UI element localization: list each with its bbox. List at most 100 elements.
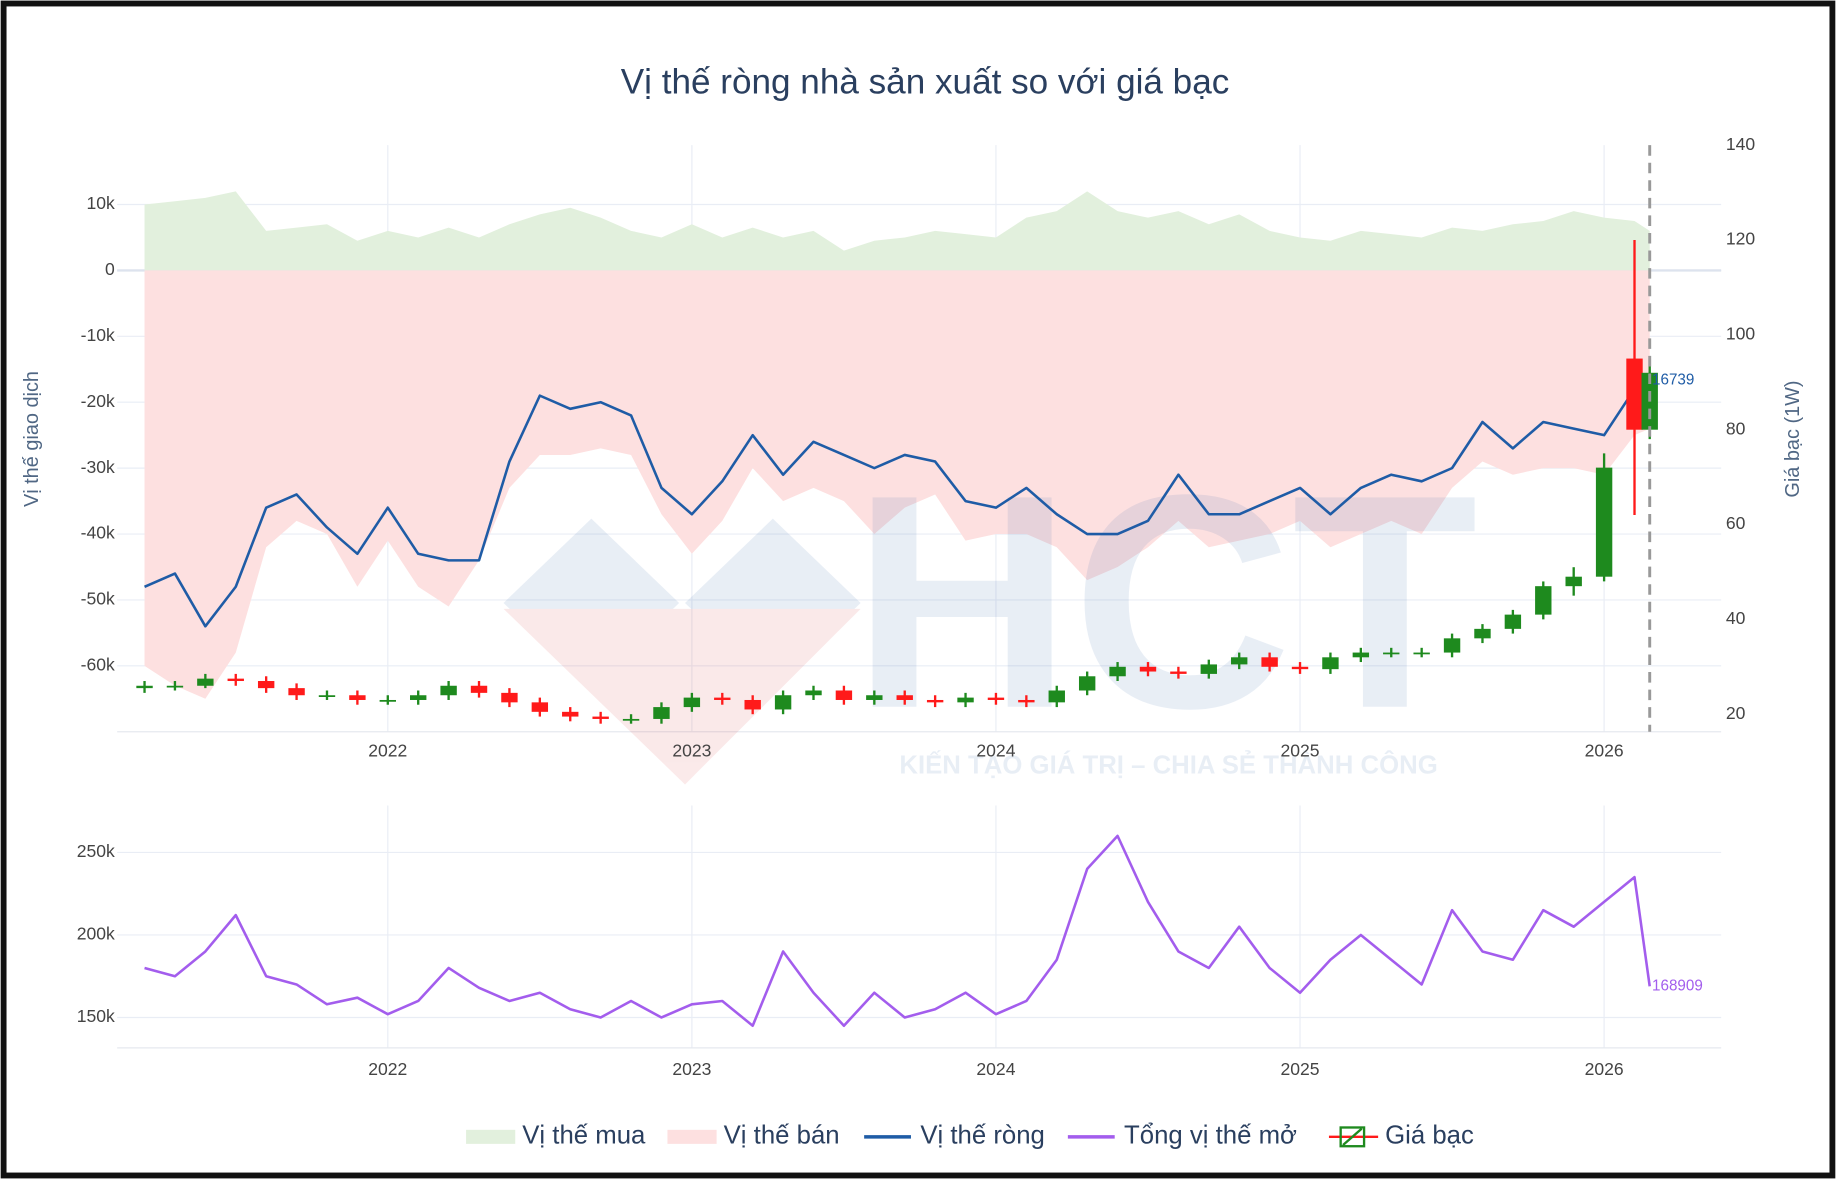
candle-body — [288, 688, 305, 696]
y-tick-label: -40k — [81, 523, 115, 543]
x-tick-label: 2023 — [672, 740, 711, 760]
y-tick-label: -50k — [81, 589, 115, 609]
candle-body — [349, 695, 366, 700]
candle-body — [1504, 614, 1522, 629]
x-tick-label: 2022 — [368, 1059, 407, 1079]
candle-body — [1443, 638, 1461, 653]
y2-tick-label: 120 — [1726, 229, 1756, 249]
layer-marks — [136, 240, 1658, 1028]
annotation: 16739 — [1652, 372, 1694, 389]
y2-tick-label: 140 — [1726, 134, 1756, 154]
candle-body — [774, 695, 792, 710]
line — [144, 379, 1651, 628]
legend-swatch — [1342, 1127, 1363, 1146]
annotation: 168909 — [1652, 977, 1703, 994]
layer-area — [144, 191, 1650, 699]
legend-swatch — [466, 1129, 516, 1144]
watermark: HCT KIẾN TẠO GIÁ TRỊ – CHIA SẺ THÀNH CÔN… — [503, 431, 1478, 785]
candle-body — [1383, 652, 1400, 655]
candle-body — [1626, 358, 1643, 430]
legend-label: Tổng vị thế mở — [1124, 1122, 1297, 1150]
candle-body — [1291, 666, 1309, 670]
legend-label: Giá bạc — [1385, 1122, 1474, 1150]
y-tick-label: 200k — [77, 924, 115, 944]
candle-body — [410, 695, 427, 700]
x-tick-label: 2022 — [368, 740, 407, 760]
candle-body — [835, 690, 853, 700]
y-tick-label: -60k — [81, 654, 115, 674]
y-axis-label: Vị thế giao dịch — [21, 371, 43, 507]
legend-swatch — [667, 1129, 717, 1144]
line — [144, 834, 1651, 1028]
candle-body — [1018, 699, 1035, 703]
candle-body — [866, 695, 883, 700]
x-tick-label: 2026 — [1585, 740, 1624, 760]
candle-body — [440, 685, 457, 696]
area — [144, 270, 1650, 699]
candle-body — [257, 681, 275, 689]
x-tick-label: 2026 — [1585, 1059, 1624, 1079]
candle-body — [318, 695, 336, 697]
candle-body — [1474, 628, 1491, 639]
candle-body — [470, 685, 488, 693]
logo-shape — [503, 518, 680, 688]
legend-label: Vị thế ròng — [920, 1122, 1045, 1150]
candle-body — [1170, 671, 1187, 674]
x-tick-label: 2025 — [1281, 740, 1320, 760]
y2-tick-label: 60 — [1726, 513, 1746, 533]
candle-body — [1200, 664, 1217, 674]
chart-title: Vị thế ròng nhà sản xuất so với giá bạc — [621, 63, 1230, 102]
candle-body — [896, 695, 913, 700]
legend-swatch — [1339, 1126, 1366, 1148]
candle-body — [683, 697, 701, 708]
candle-body — [197, 678, 214, 686]
logo-slogan: KIẾN TẠO GIÁ TRỊ – CHIA SẺ THÀNH CÔNG — [899, 750, 1437, 780]
candle-body — [1261, 657, 1278, 667]
candle-body — [166, 685, 184, 688]
x-tick-label: 2024 — [976, 1059, 1015, 1079]
y-tick-label: -10k — [81, 325, 115, 345]
candle-body — [1595, 467, 1613, 577]
candle-body — [1565, 576, 1582, 587]
candle-body — [714, 697, 731, 700]
x-tick-label: 2024 — [976, 740, 1015, 760]
logo-shape — [503, 608, 861, 785]
candle-body — [1413, 652, 1430, 655]
candle-body — [501, 692, 518, 703]
y-tick-label: -20k — [81, 391, 115, 411]
x-tick-label: 2023 — [672, 1059, 711, 1079]
candle-body — [1109, 666, 1126, 677]
candle-body — [379, 699, 396, 702]
logo-text: HCT — [852, 431, 1478, 772]
candle-body — [592, 716, 609, 719]
y-tick-label: 250k — [77, 841, 115, 861]
y-tick-label: 10k — [87, 193, 116, 213]
y-tick-label: 0 — [105, 259, 115, 279]
legend-label: Vị thế mua — [522, 1122, 646, 1150]
y-tick-label: 150k — [77, 1006, 115, 1026]
y2-tick-label: 80 — [1726, 418, 1746, 438]
x-tick-label: 2025 — [1281, 1059, 1320, 1079]
area — [144, 191, 1650, 271]
y2-tick-label: 100 — [1726, 323, 1756, 343]
legend-label: Vị thế bán — [724, 1122, 840, 1150]
candle-body — [744, 699, 761, 710]
candle-body — [531, 702, 549, 712]
y2-tick-label: 20 — [1726, 703, 1746, 723]
candle-body — [1139, 666, 1157, 672]
candle-body — [653, 707, 670, 719]
candle-body — [227, 678, 244, 682]
candle-body — [1322, 657, 1339, 670]
candle-body — [562, 711, 579, 717]
candle-body — [1352, 652, 1370, 658]
candle-body — [957, 697, 974, 703]
candle-body — [987, 697, 1005, 700]
y2-tick-label: 40 — [1726, 608, 1746, 628]
y-tick-label: -30k — [81, 457, 115, 477]
y2-axis-label: Giá bạc (1W) — [1782, 380, 1804, 497]
candle-body — [136, 685, 153, 689]
candle-body — [622, 718, 640, 721]
